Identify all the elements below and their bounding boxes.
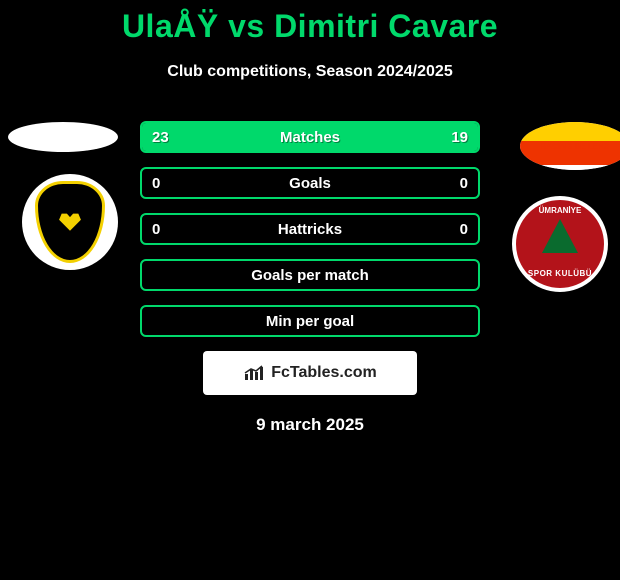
stat-value-left: 0 [152, 175, 160, 192]
stat-row: 0 Hattricks 0 [140, 213, 480, 245]
umraniye-tree-icon [542, 219, 578, 253]
malatya-shield-icon [35, 181, 105, 263]
stat-row: Min per goal [140, 305, 480, 337]
stat-value-right: 0 [460, 175, 468, 192]
stat-label: Hattricks [278, 221, 342, 238]
stat-label: Matches [280, 129, 340, 146]
player-right-banner: RACING DE LENS [520, 122, 620, 170]
malatya-heart-icon [57, 211, 83, 233]
stat-label: Goals per match [251, 267, 369, 284]
fctables-label: FcTables.com [271, 364, 377, 382]
club-badge-left [22, 174, 118, 270]
stat-value-right: 0 [460, 221, 468, 238]
player-left-avatar [8, 122, 118, 152]
stat-value-left: 23 [152, 129, 169, 146]
stat-label: Min per goal [266, 313, 354, 330]
stat-row: 0 Goals 0 [140, 167, 480, 199]
stat-value-right: 19 [451, 129, 468, 146]
umraniye-top-text: ÜMRANİYE [539, 206, 582, 215]
stat-value-left: 0 [152, 221, 160, 238]
stats-container: 23 Matches 19 0 Goals 0 0 Hattricks 0 Goals per m… [140, 121, 480, 337]
club-badge-right: ÜMRANİYE SPOR KULÜBÜ [512, 196, 608, 292]
stat-label: Goals [289, 175, 331, 192]
stat-row: Goals per match [140, 259, 480, 291]
umraniye-bottom-text: SPOR KULÜBÜ [528, 269, 592, 278]
page-title: UlaÅŸ vs Dimitri Cavare [0, 0, 620, 45]
stat-row: 23 Matches 19 [140, 121, 480, 153]
date-label: 9 march 2025 [0, 415, 620, 435]
player-right-avatar: RACING DE LENS [520, 122, 620, 170]
page-subtitle: Club competitions, Season 2024/2025 [0, 63, 620, 81]
fctables-badge: FcTables.com [203, 351, 417, 395]
fctables-chart-icon [243, 364, 265, 382]
